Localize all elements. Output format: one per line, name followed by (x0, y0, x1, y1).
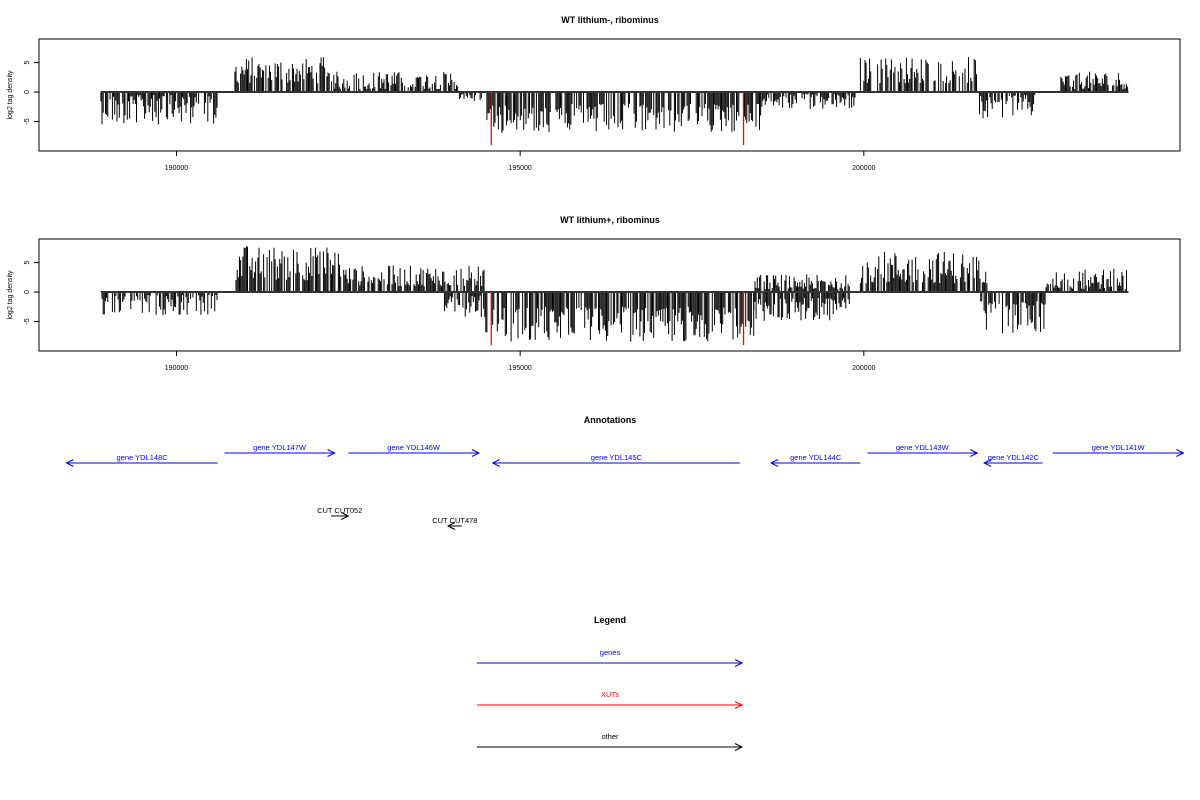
annotations-track: Annotations gene YDL148C gene YDL147W gene… (65, 415, 1185, 530)
gene-arrow: gene YDL147W (224, 443, 336, 457)
arrow-head (769, 459, 779, 467)
y-axis-label: log2 tag density (7, 70, 14, 120)
gene-label: gene YDL148C (117, 453, 169, 462)
cut-arrow: CUT CUT478 (432, 516, 477, 530)
gene-label: gene YDL141W (1092, 443, 1146, 452)
panel-title: WT lithium-, ribominus (561, 15, 659, 25)
y-axis-label: log2 tag density (7, 270, 14, 320)
x-tick-label: 195000 (508, 165, 531, 172)
arrow-head (471, 449, 481, 457)
x-tick-label: 200000 (852, 165, 875, 172)
arrow-head (327, 449, 336, 457)
gene-arrow: gene YDL145C (491, 453, 741, 467)
arrow-head (734, 743, 744, 751)
gene-label: gene YDL144C (790, 453, 842, 462)
y-tick-label: -5 (24, 118, 31, 124)
panel-lithium-plus: WT lithium+, ribominus log2 tag density … (7, 215, 1181, 372)
bars-layer (100, 246, 1129, 346)
x-tick-label: 190000 (165, 165, 188, 172)
legend-item: other (477, 732, 744, 751)
x-tick-label: 190000 (165, 365, 188, 372)
cut-label: CUT CUT052 (317, 506, 362, 515)
legend: Legend genes XUTs other (477, 615, 744, 751)
arrow-head (970, 449, 979, 457)
legend-item-label: genes (600, 648, 621, 657)
gene-arrow: gene YDL143W (867, 443, 979, 457)
legend-item-label: other (601, 732, 619, 741)
cut-label: CUT CUT478 (432, 516, 477, 525)
y-tick-label: -5 (24, 318, 31, 324)
cut-arrow: CUT CUT052 (317, 506, 362, 520)
gene-arrow: gene YDL144C (769, 453, 861, 467)
arrow-head (734, 659, 744, 667)
legend-item-label: XUTs (601, 690, 619, 699)
gene-arrow: gene YDL146W (348, 443, 481, 457)
x-axis: 190000 195000 200000 (165, 350, 876, 372)
x-tick-label: 200000 (852, 365, 875, 372)
arrow-head (982, 459, 992, 467)
arrow-head (65, 459, 74, 467)
arrow-head (491, 459, 500, 467)
gene-label: gene YDL147W (253, 443, 307, 452)
panel-title: WT lithium+, ribominus (560, 215, 660, 225)
panel-lithium-minus: WT lithium-, ribominus log2 tag density … (7, 15, 1181, 172)
y-tick-label: 5 (24, 61, 31, 65)
x-axis: 190000 195000 200000 (165, 150, 876, 172)
arrow-head (341, 512, 350, 520)
gene-label: gene YDL145C (591, 453, 643, 462)
gene-arrow: gene YDL148C (65, 453, 218, 467)
y-axis: -5 0 5 (24, 261, 40, 325)
arrow-head (734, 701, 744, 709)
y-axis: -5 0 5 (24, 61, 40, 125)
gene-arrow: gene YDL141W (1052, 443, 1185, 457)
gene-arrow: gene YDL142C (982, 453, 1043, 467)
gene-label: gene YDL146W (387, 443, 441, 452)
legend-item: XUTs (477, 690, 744, 709)
x-tick-label: 195000 (508, 365, 531, 372)
legend-title: Legend (594, 615, 626, 625)
y-tick-label: 5 (24, 261, 31, 265)
plot-frame (38, 238, 1181, 352)
annotations-title: Annotations (584, 415, 637, 425)
y-tick-label: 0 (24, 290, 31, 294)
arrow-head (446, 522, 456, 530)
gene-label: gene YDL143W (896, 443, 950, 452)
bars-layer (100, 57, 1129, 146)
gene-label: gene YDL142C (988, 453, 1040, 462)
legend-item: genes (477, 648, 744, 667)
arrow-head (1176, 449, 1185, 457)
y-tick-label: 0 (24, 90, 31, 94)
